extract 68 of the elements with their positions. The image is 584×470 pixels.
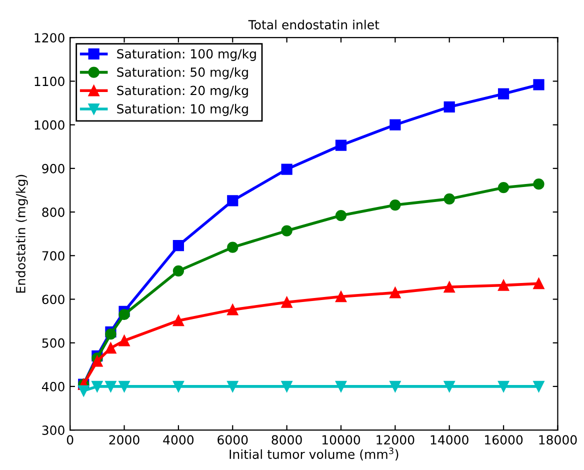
point <box>105 342 116 354</box>
y-tick-label: 1200 <box>34 33 64 43</box>
point <box>227 380 238 392</box>
point <box>533 178 544 190</box>
x-tick-label: 10000 <box>322 435 360 445</box>
y-tick-label: 300 <box>42 426 64 435</box>
point <box>533 278 544 290</box>
point <box>444 380 455 392</box>
legend-label: Saturation: 10 mg/kg <box>117 104 248 116</box>
y-tick-label: 1100 <box>34 76 64 86</box>
point <box>281 164 292 175</box>
point <box>498 182 510 194</box>
legend-label: Saturation: 20 mg/kg <box>117 86 248 98</box>
x-tick-label: 18000 <box>539 435 577 445</box>
point <box>227 195 238 206</box>
point <box>281 225 292 236</box>
point <box>118 308 130 320</box>
chart-title: Total endostatin inlet <box>248 20 380 30</box>
point <box>281 380 292 392</box>
point <box>118 335 130 346</box>
x-tick-label: 4000 <box>163 435 194 445</box>
legend-label: Saturation: 100 mg/kg <box>117 48 256 61</box>
point <box>498 88 510 100</box>
point <box>444 281 455 293</box>
x-tick-label: 16000 <box>485 435 523 445</box>
point <box>390 199 401 211</box>
point <box>335 291 347 302</box>
point <box>227 304 238 316</box>
point <box>92 356 103 367</box>
x-tick-label: 12000 <box>376 435 414 445</box>
y-tick-label: 400 <box>42 382 64 392</box>
point <box>281 296 292 308</box>
legend-label: Saturation: 50 mg/kg <box>117 67 248 80</box>
x-tick-label: 14000 <box>430 435 468 445</box>
y-tick-label: 600 <box>42 294 64 304</box>
x-tick-label: 8000 <box>272 435 302 445</box>
y-axis-title: Endostatin (mg/kg) <box>16 174 28 293</box>
point <box>335 210 347 222</box>
point <box>172 315 184 326</box>
point <box>172 380 184 392</box>
point <box>335 380 347 392</box>
point <box>390 119 401 130</box>
point <box>444 101 455 112</box>
point <box>533 79 544 90</box>
x-axis-title: Initial tumor volume (mm$^{3}$) <box>230 448 398 460</box>
point <box>172 265 184 276</box>
point <box>498 380 510 392</box>
point <box>92 380 103 392</box>
y-tick-label: 900 <box>42 164 64 174</box>
point <box>335 140 347 151</box>
point <box>172 240 184 252</box>
x-tick-label: 2000 <box>109 435 140 445</box>
y-tick-label: 800 <box>42 207 64 217</box>
point <box>533 380 544 392</box>
point <box>444 193 455 204</box>
y-tick-label: 700 <box>42 251 64 261</box>
point <box>390 287 401 298</box>
point <box>118 380 130 392</box>
y-tick-label: 500 <box>42 338 64 348</box>
x-tick-label: 6000 <box>218 435 248 445</box>
point <box>78 385 90 396</box>
point <box>227 242 238 253</box>
point <box>498 280 510 291</box>
y-tick-label: 1000 <box>34 120 64 130</box>
point <box>105 328 116 340</box>
x-tick-label: 0 <box>66 435 74 445</box>
point <box>105 380 116 392</box>
point <box>390 380 401 392</box>
